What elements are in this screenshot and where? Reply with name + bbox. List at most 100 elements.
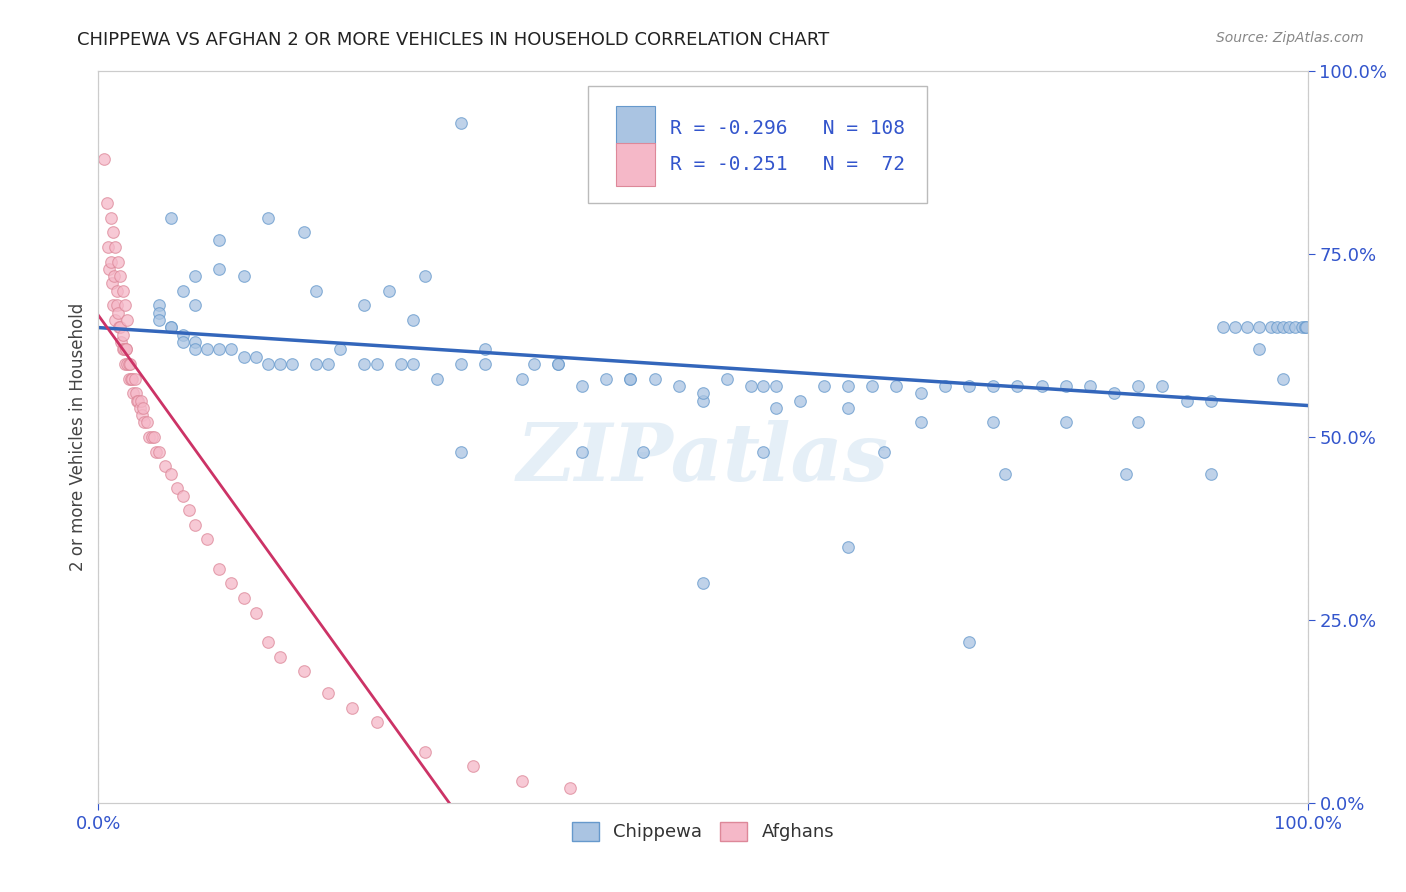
Point <box>101 225 124 239</box>
Text: CHIPPEWA VS AFGHAN 2 OR MORE VEHICLES IN HOUSEHOLD CORRELATION CHART: CHIPPEWA VS AFGHAN 2 OR MORE VEHICLES IN… <box>77 31 830 49</box>
Point <box>127 393 149 408</box>
Point <box>112 343 135 357</box>
Point <box>148 306 170 320</box>
Point <box>994 467 1017 481</box>
Point <box>752 379 775 393</box>
FancyBboxPatch shape <box>588 86 927 203</box>
Point <box>342 700 364 714</box>
Point <box>1199 467 1222 481</box>
Point <box>100 277 122 291</box>
Y-axis label: 2 or more Vehicles in Household: 2 or more Vehicles in Household <box>69 303 87 571</box>
Point <box>1128 416 1150 430</box>
Point <box>1249 343 1271 357</box>
Point <box>450 357 472 371</box>
Point <box>256 357 278 371</box>
Point <box>141 430 163 444</box>
Point <box>160 467 183 481</box>
Point <box>104 313 127 327</box>
Point <box>910 416 932 430</box>
Point <box>450 115 472 129</box>
Point <box>389 357 412 371</box>
Point <box>245 350 267 364</box>
Point <box>108 320 131 334</box>
Point <box>148 444 170 458</box>
Point <box>104 240 127 254</box>
Point <box>122 386 145 401</box>
Point <box>305 357 328 371</box>
Point <box>281 357 304 371</box>
Point <box>1249 320 1271 334</box>
Point <box>107 306 129 320</box>
Point <box>97 240 120 254</box>
Point <box>1007 379 1029 393</box>
Point <box>129 393 152 408</box>
Point <box>160 211 183 225</box>
Point <box>377 284 399 298</box>
Text: ZIPatlas: ZIPatlas <box>517 420 889 498</box>
Point <box>232 269 254 284</box>
Point <box>523 357 546 371</box>
Point <box>108 320 131 334</box>
Point <box>353 357 375 371</box>
Point <box>740 379 762 393</box>
Point <box>886 379 908 393</box>
Point <box>837 379 859 393</box>
Point <box>195 533 218 547</box>
Point <box>1295 320 1317 334</box>
Point <box>125 386 148 401</box>
Point <box>1291 320 1313 334</box>
Point <box>172 284 194 298</box>
Point <box>619 371 641 385</box>
Point <box>114 298 136 312</box>
Point <box>1294 320 1316 334</box>
Point <box>221 343 243 357</box>
Text: R = -0.296   N = 108: R = -0.296 N = 108 <box>671 119 905 137</box>
Point <box>474 343 496 357</box>
Point <box>221 576 243 591</box>
Point <box>860 379 883 393</box>
Legend: Chippewa, Afghans: Chippewa, Afghans <box>564 814 842 848</box>
Point <box>305 284 328 298</box>
Point <box>873 444 896 458</box>
Point <box>100 254 122 268</box>
Point <box>1054 379 1077 393</box>
Point <box>595 371 617 385</box>
Point <box>1272 371 1295 385</box>
FancyBboxPatch shape <box>616 143 655 186</box>
Point <box>115 343 138 357</box>
Point <box>172 334 194 349</box>
Point <box>134 416 156 430</box>
Point <box>510 371 533 385</box>
Point <box>692 386 714 401</box>
Point <box>644 371 666 385</box>
Point <box>111 327 134 342</box>
Point <box>145 444 167 458</box>
Point <box>463 759 485 773</box>
Point <box>413 745 436 759</box>
Point <box>96 196 118 211</box>
Point <box>765 401 787 415</box>
Point <box>135 416 157 430</box>
Point <box>316 686 339 700</box>
Point <box>1272 320 1295 334</box>
Point <box>450 444 472 458</box>
Point <box>103 269 125 284</box>
Point <box>128 401 150 415</box>
Point <box>195 343 218 357</box>
Point <box>910 386 932 401</box>
Point <box>232 350 254 364</box>
Point <box>329 343 352 357</box>
Point <box>813 379 835 393</box>
Point <box>957 635 980 649</box>
Point <box>981 379 1004 393</box>
Point <box>1236 320 1258 334</box>
Point <box>1175 393 1198 408</box>
Point <box>692 393 714 408</box>
Point <box>105 298 128 312</box>
Point <box>124 371 146 385</box>
Point <box>256 211 278 225</box>
Point <box>184 269 207 284</box>
Point <box>752 444 775 458</box>
Point <box>837 401 859 415</box>
Point <box>110 334 132 349</box>
